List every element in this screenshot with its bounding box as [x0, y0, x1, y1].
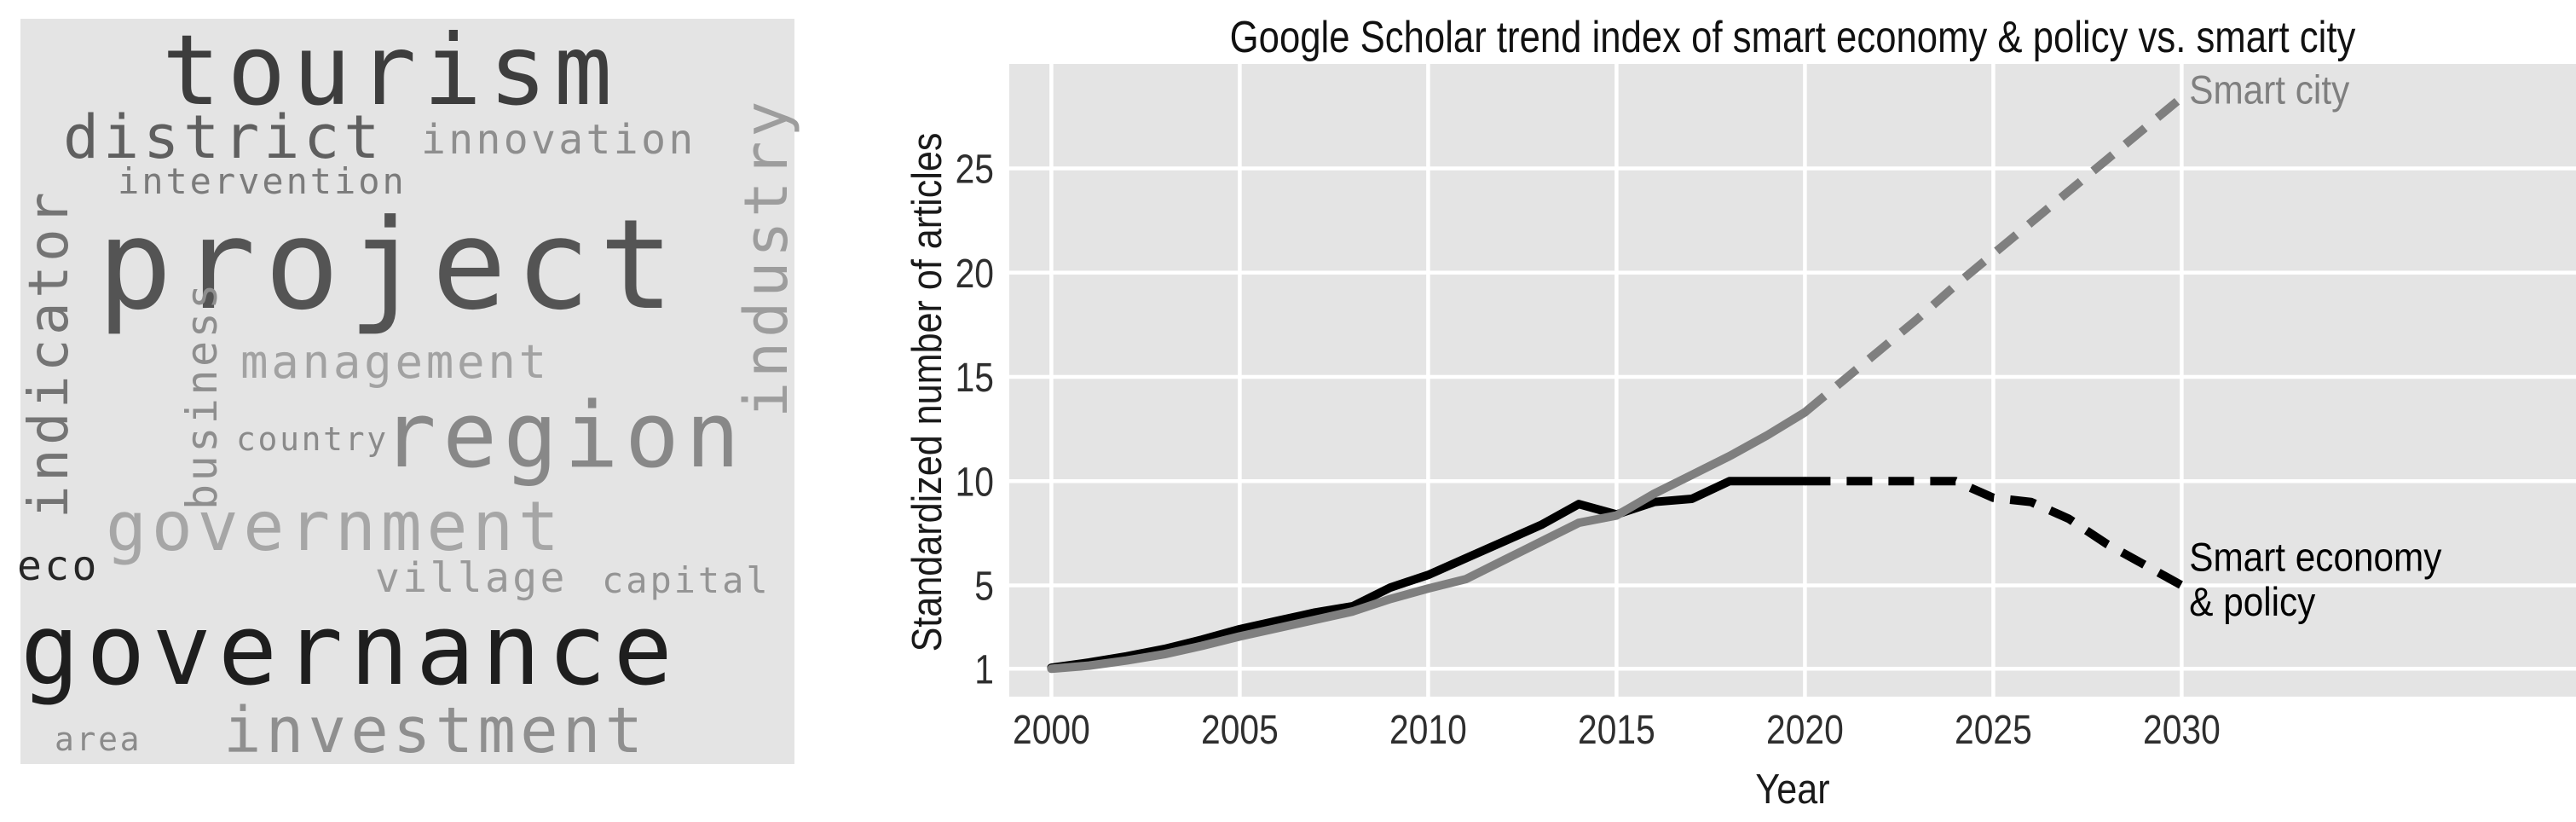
wordcloud-word: indicator [18, 188, 81, 518]
y-tick-label: 1 [974, 647, 994, 692]
wordcloud-word: district [63, 102, 384, 172]
y-tick-label: 20 [956, 252, 994, 297]
chart-title: Google Scholar trend index of smart econ… [1229, 13, 2356, 62]
series-annotation: Smart city [2189, 69, 2350, 113]
x-tick-label: 2025 [1955, 708, 2032, 753]
series-annotation: & policy [2189, 581, 2316, 625]
plot-panel [1009, 64, 2576, 697]
wordcloud-word: project [97, 193, 683, 338]
y-tick-label: 25 [956, 147, 994, 192]
x-tick-label: 2015 [1578, 708, 1655, 753]
wordcloud-word: area [55, 721, 142, 758]
y-tick-label: 5 [974, 564, 994, 609]
x-tick-label: 2030 [2143, 708, 2221, 753]
series-line-solid [1047, 477, 1810, 673]
x-tick-label: 2020 [1766, 708, 1844, 753]
wordcloud-word: industry [731, 96, 801, 418]
series-line-solid [1047, 408, 1810, 674]
wordcloud-word: country [236, 420, 389, 458]
trend-chart: 1 5 10 15 20 25 2000 2005 2010 2015 2020 2025 2030 Sm… [895, 0, 2576, 822]
wordcloud-word: government [106, 487, 564, 566]
wordcloud-word: eco [17, 542, 100, 590]
series-line-dashed [1805, 477, 2184, 589]
wordcloud-word: village [375, 554, 568, 602]
wordcloud-word: region [382, 383, 747, 488]
wordcloud-background [20, 19, 794, 764]
wordcloud-word: innovation [421, 116, 696, 164]
x-tick-label: 2005 [1201, 708, 1279, 753]
y-tick-label: 15 [956, 356, 994, 401]
wordcloud-word: governance [20, 593, 679, 708]
series-annotation: Smart economy [2189, 535, 2442, 580]
wordcloud-panel: tourism district innovation intervention pro… [0, 0, 895, 822]
wordcloud-word: tourism [162, 14, 620, 127]
wordcloud-word: management [240, 335, 550, 389]
wordcloud-word: intervention [118, 160, 407, 202]
x-tick-label: 2010 [1389, 708, 1467, 753]
wordcloud-word: business [177, 281, 227, 510]
wordcloud-word: investment [223, 694, 648, 767]
x-axis-title: Year [1755, 767, 1830, 813]
x-tick-label: 2000 [1013, 708, 1090, 753]
y-axis-title: Standardized number of articles [904, 132, 950, 652]
y-tick-label: 10 [956, 460, 994, 505]
wordcloud-word: capital [602, 559, 771, 601]
